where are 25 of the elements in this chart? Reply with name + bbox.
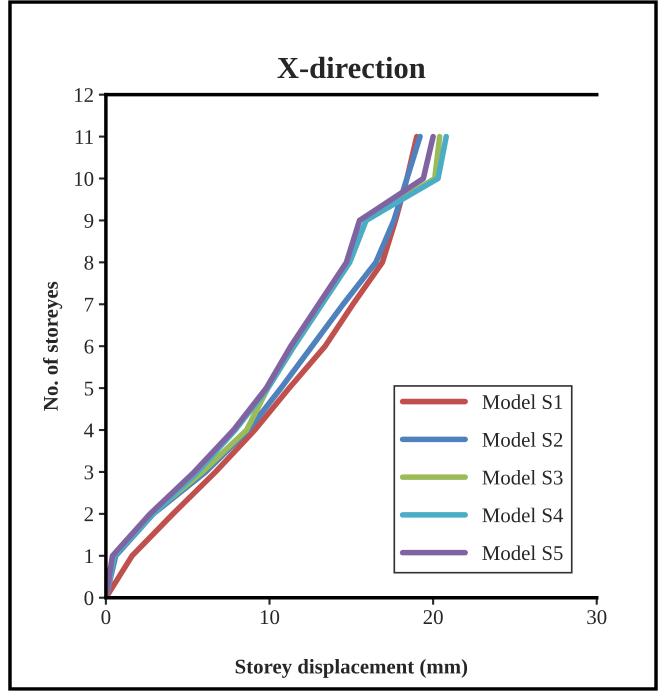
y-axis-title: No. of storeyes bbox=[42, 282, 62, 411]
y-tick-label: 12 bbox=[75, 88, 93, 102]
y-tick-label: 9 bbox=[84, 214, 94, 228]
y-tick-label: 0 bbox=[84, 591, 94, 606]
legend-label: Model S1 bbox=[482, 394, 562, 410]
legend-label: Model S2 bbox=[482, 432, 562, 447]
y-tick-label: 2 bbox=[84, 507, 93, 522]
legend-label: Model S4 bbox=[482, 508, 564, 522]
x-tick-label: 30 bbox=[587, 610, 606, 624]
x-axis-title: Storey displacement (mm) bbox=[236, 658, 468, 678]
y-tick-label: 5 bbox=[84, 382, 94, 396]
y-tick-label: 8 bbox=[84, 256, 94, 270]
y-tick-label: 11 bbox=[76, 130, 93, 144]
y-tick-label: 4 bbox=[84, 424, 94, 438]
x-tick-label: 10 bbox=[260, 610, 280, 624]
legend-label: Model S3 bbox=[482, 470, 563, 485]
x-tick-label: 0 bbox=[101, 610, 110, 624]
y-tick-label: 3 bbox=[84, 465, 94, 480]
y-tick-label: 10 bbox=[75, 172, 94, 186]
y-tick-label: 1 bbox=[86, 549, 93, 564]
y-tick-label: 6 bbox=[84, 340, 94, 354]
x-tick-label: 20 bbox=[424, 610, 443, 624]
chart-title: X-direction bbox=[277, 56, 426, 78]
legend-label: Model S5 bbox=[482, 545, 563, 560]
y-tick-label: 7 bbox=[85, 298, 94, 312]
